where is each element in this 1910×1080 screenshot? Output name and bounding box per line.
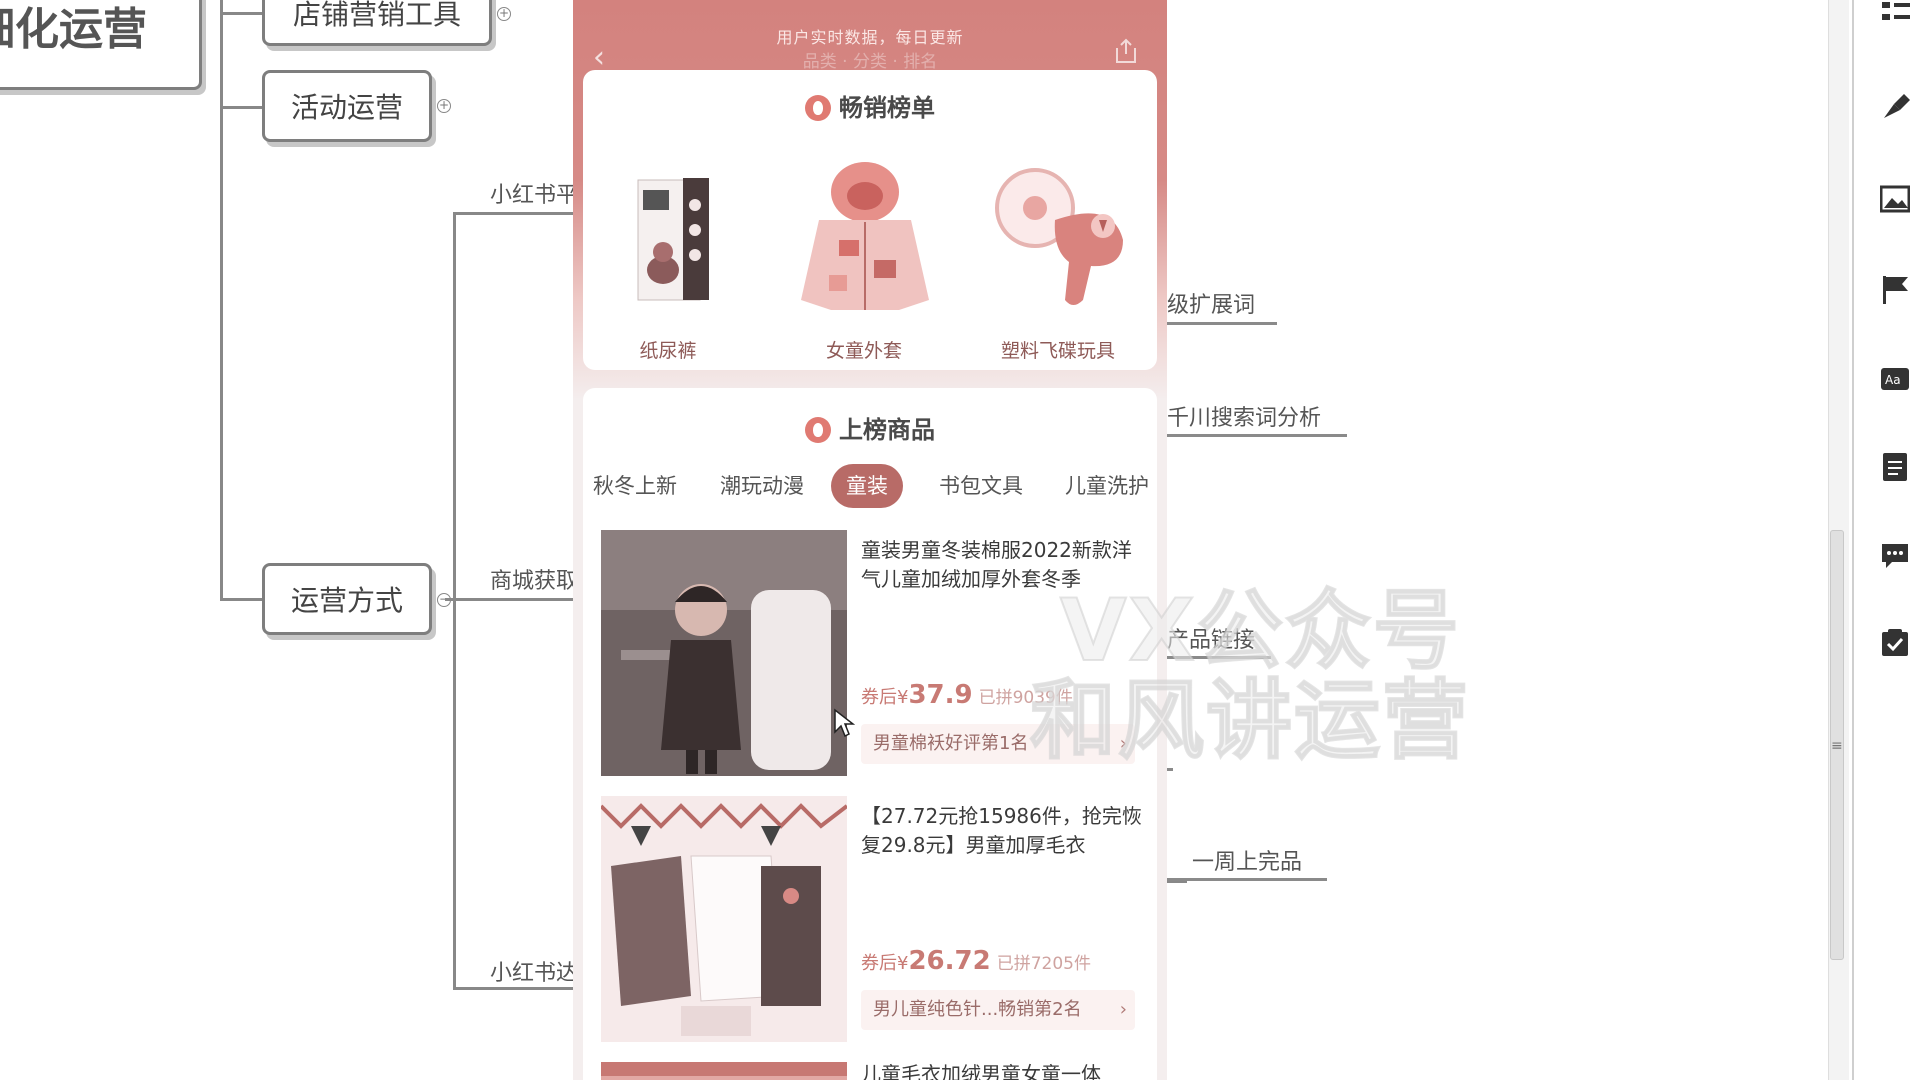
image-icon[interactable] (1880, 184, 1910, 214)
crown-icon (805, 417, 831, 443)
header-subtitle: 用户实时数据，每日更新 (776, 28, 964, 47)
bestseller-item-girls-jacket[interactable]: 女童外套 (779, 150, 949, 363)
scroll-grip-icon: ≡ (1831, 738, 1843, 754)
chevron-right-icon: › (1119, 733, 1127, 754)
toolbar-divider (1852, 0, 1854, 1080)
rank-badge-text: 男童棉袄好评第1名 (873, 733, 1029, 754)
product-price: 券后¥37.9 已拼9039件 (861, 680, 1073, 710)
share-icon[interactable] (1113, 38, 1139, 64)
leaf-underline (1167, 878, 1327, 881)
leaf-underline (1167, 434, 1347, 437)
tab-kids-care[interactable]: 儿童洗护 (1065, 474, 1149, 498)
currency-symbol: ¥ (897, 687, 909, 708)
chevron-right-icon: › (1119, 999, 1127, 1020)
price-value: 26.72 (908, 946, 991, 976)
node-label: 活动运营 (290, 91, 403, 124)
vertical-scrollbar-thumb[interactable] (1830, 530, 1844, 960)
connector-branch-1 (220, 12, 265, 15)
product-image-boy-sweater (601, 796, 847, 1042)
product-item[interactable]: 【27.72元抢15986件，抢完恢复29.8元】男童加厚毛衣 券后¥26.72… (601, 796, 1157, 1046)
bestseller-item-diaper[interactable]: 纸尿裤 (583, 150, 753, 363)
leaf-week-new-products[interactable]: 一周上完品 (1192, 850, 1303, 875)
connector-sub-3 (453, 987, 573, 990)
brush-icon[interactable] (1880, 92, 1910, 122)
currency-symbol: ¥ (897, 953, 909, 974)
node-operation-methods[interactable]: 运营方式 (262, 563, 432, 635)
leaf-underline (1167, 656, 1271, 659)
bestseller-label: 塑料飞碟玩具 (1000, 340, 1115, 362)
rank-badge[interactable]: 男儿童纯色针...畅销第2名 › (861, 990, 1135, 1030)
node-activity-operations[interactable]: 活动运营 (262, 70, 432, 142)
product-title: 童装男童冬装棉服2022新款洋气儿童加绒加厚外套冬季 (861, 538, 1132, 591)
leaf-underline (1167, 768, 1173, 771)
product-image-kids-sweater (601, 1062, 847, 1080)
expand-plus-icon[interactable]: + (437, 98, 451, 113)
price-prefix: 券后 (861, 687, 897, 708)
header-faded-text: 品类 · 分类 · 排名 (802, 52, 938, 72)
outline-list-icon[interactable] (1880, 0, 1910, 30)
connector-branch-2 (220, 106, 265, 109)
comment-icon[interactable] (1880, 540, 1910, 570)
svg-text:Aa: Aa (1885, 373, 1901, 387)
bestseller-title: 畅销榜单 (583, 88, 1157, 123)
sold-count: 已拼7205件 (996, 954, 1091, 974)
leaf-mall-acquire[interactable]: 商城获取 (490, 569, 579, 594)
flying-saucer-toy-image (973, 150, 1143, 320)
leaf-product-link[interactable]: 产品链接 (1167, 628, 1256, 653)
product-price: 券后¥26.72 已拼7205件 (861, 946, 1091, 976)
mouse-cursor-icon (834, 708, 855, 738)
tab-kids-clothing[interactable]: 童装 (831, 464, 903, 508)
task-check-icon[interactable] (1880, 628, 1910, 658)
connector-sub-2 (445, 598, 573, 601)
product-title: 儿童毛衣加绒男童女童一体 (861, 1062, 1101, 1080)
flame-icon (805, 95, 831, 121)
mindmap-root-label: 细化运营 (0, 4, 147, 55)
leaf-xiaohongshu-influencer[interactable]: 小红书达 (490, 961, 579, 986)
bestseller-item-flying-saucer-toy[interactable]: 塑料飞碟玩具 (973, 150, 1143, 363)
phone-screen: 用户实时数据，每日更新 品类 · 分类 · 排名 ‹ 畅销榜单 (573, 0, 1167, 1080)
mindmap-root-node[interactable]: 细化运营 (0, 0, 202, 90)
ranked-title: 上榜商品 (583, 410, 1157, 445)
price-value: 37.9 (908, 680, 973, 710)
watermark-line-2: 和风讲运营 (1029, 670, 1470, 772)
leaf-qianchuan-search-analysis[interactable]: 千川搜索词分析 (1167, 406, 1322, 431)
tab-autumn-winter-new[interactable]: 秋冬上新 (593, 474, 677, 498)
price-prefix: 券后 (861, 953, 897, 974)
bestseller-title-text: 畅销榜单 (839, 94, 935, 122)
node-label: 店铺营销工具 (292, 0, 461, 31)
node-shop-marketing-tools[interactable]: 店铺营销工具 (262, 0, 492, 46)
product-title: 【27.72元抢15986件，抢完恢复29.8元】男童加厚毛衣 (861, 804, 1142, 857)
ranked-title-text: 上榜商品 (839, 416, 935, 444)
diaper-pack-image (583, 150, 753, 320)
connector-branch-3 (220, 598, 265, 601)
girls-jacket-image (779, 150, 949, 320)
product-item[interactable]: 童装男童冬装棉服2022新款洋气儿童加绒加厚外套冬季 券后¥37.9 已拼9039… (601, 530, 1157, 780)
connector-trunk (220, 0, 223, 600)
watermark-line-1: VX公众号 (1059, 580, 1461, 682)
node-label: 运营方式 (290, 584, 403, 617)
bestseller-label: 纸尿裤 (639, 340, 697, 362)
tab-trendy-toys-anime[interactable]: 潮玩动漫 (720, 474, 804, 498)
rank-badge[interactable]: 男童棉袄好评第1名 › (861, 724, 1135, 764)
flag-icon[interactable] (1880, 274, 1910, 304)
text-style-icon[interactable]: Aa (1880, 364, 1910, 394)
bestseller-label: 女童外套 (825, 340, 902, 362)
category-tabs: 秋冬上新 潮玩动漫 童装 书包文具 儿童洗护 (583, 464, 1157, 508)
product-image-boy-coat (601, 530, 847, 776)
bestseller-card: 畅销榜单 纸尿裤 (583, 70, 1157, 370)
rank-badge-text: 男儿童纯色针...畅销第2名 (873, 999, 1082, 1020)
ranked-products-card: 上榜商品 秋冬上新 潮玩动漫 童装 书包文具 儿童洗护 (583, 388, 1157, 1080)
leaf-xiaohongshu-platform[interactable]: 小红书平 (490, 183, 579, 208)
connector-right (1167, 880, 1187, 883)
sold-count: 已拼9039件 (978, 688, 1073, 708)
leaf-underline (1167, 322, 1277, 325)
connector-sub-1 (453, 212, 573, 215)
leaf-level-expand-words[interactable]: 级扩展词 (1167, 293, 1256, 318)
notes-icon[interactable] (1880, 452, 1910, 482)
back-arrow-icon[interactable]: ‹ (593, 40, 605, 75)
expand-plus-icon[interactable]: + (497, 6, 511, 21)
tab-bags-stationery[interactable]: 书包文具 (939, 474, 1023, 498)
product-item[interactable]: 儿童毛衣加绒男童女童一体 (601, 1062, 1157, 1080)
